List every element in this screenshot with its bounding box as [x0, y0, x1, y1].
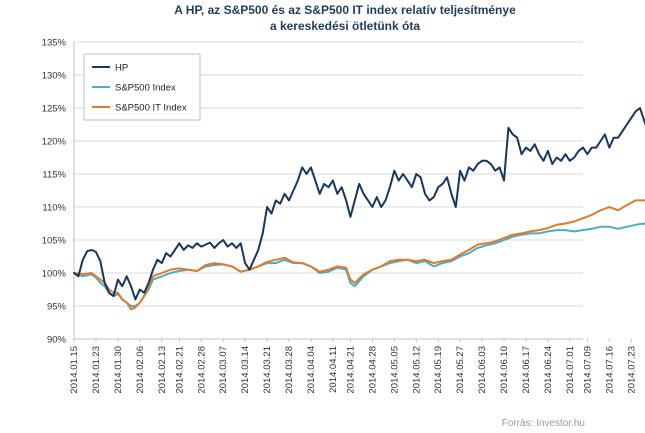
source-note: Forrás: Investor.hu [502, 418, 585, 429]
x-tick-label: 2014.01.15 [69, 346, 80, 394]
legend-label: S&P500 IT Index [115, 103, 187, 114]
x-tick-label: 2014.03.28 [284, 346, 295, 394]
x-tick-label: 2014.04.21 [345, 346, 356, 394]
x-tick-label: 2014.06.03 [477, 346, 488, 394]
x-tick-label: 2014.06.24 [543, 346, 554, 394]
y-tick-label: 120% [42, 137, 67, 148]
legend-label: HP [115, 63, 128, 74]
y-tick-label: 125% [42, 104, 67, 115]
y-tick-label: 135% [42, 38, 67, 49]
y-tick-label: 115% [42, 170, 66, 181]
x-tick-label: 2014.01.23 [91, 346, 102, 394]
chart-title-line-2: a kereskedési ötletünk óta [270, 19, 420, 33]
x-tick-label: 2014.04.11 [328, 346, 339, 393]
x-tick-label: 2014.05.12 [411, 346, 422, 394]
x-tick-label: 2014.04.04 [306, 346, 317, 394]
series-line-2 [73, 199, 645, 311]
x-tick-label: 2014.03.14 [240, 346, 251, 394]
x-tick-label: 2014.07.09 [582, 346, 593, 394]
x-tick-label: 2014.02.21 [174, 346, 185, 394]
x-tick-label: 2014.06.17 [521, 346, 532, 394]
x-tick-label: 2014.07.01 [565, 346, 576, 394]
x-tick-label: 2014.05.27 [455, 346, 466, 394]
x-tick-label: 2014.07.16 [604, 346, 615, 394]
legend-label: S&P500 Index [115, 83, 176, 94]
y-tick-label: 105% [42, 236, 67, 247]
x-tick-label: 2014.02.13 [157, 346, 168, 394]
y-tick-label: 110% [42, 203, 66, 214]
chart-title-line-1: A HP, az S&P500 és az S&P500 IT index re… [174, 3, 516, 17]
x-tick-label: 2014.03.07 [218, 346, 229, 394]
x-tick-label: 2014.01.30 [113, 346, 124, 394]
y-tick-label: 100% [42, 269, 67, 280]
y-tick-label: 90% [47, 335, 67, 346]
x-tick-label: 2014.02.06 [135, 346, 146, 394]
x-tick-label: 2014.07.23 [626, 346, 637, 394]
y-tick-label: 130% [42, 71, 67, 82]
series-line-0 [73, 107, 645, 301]
x-tick-label: 2014.05.05 [389, 346, 400, 394]
y-tick-label: 95% [47, 302, 67, 313]
x-tick-label: 2014.06.10 [499, 346, 510, 394]
x-tick-label: 2014.03.21 [262, 346, 273, 394]
x-tick-label: 2014.05.19 [433, 346, 444, 394]
x-tick-label: 2014.02.28 [196, 346, 207, 394]
x-tick-label: 2014.04.28 [367, 346, 378, 394]
